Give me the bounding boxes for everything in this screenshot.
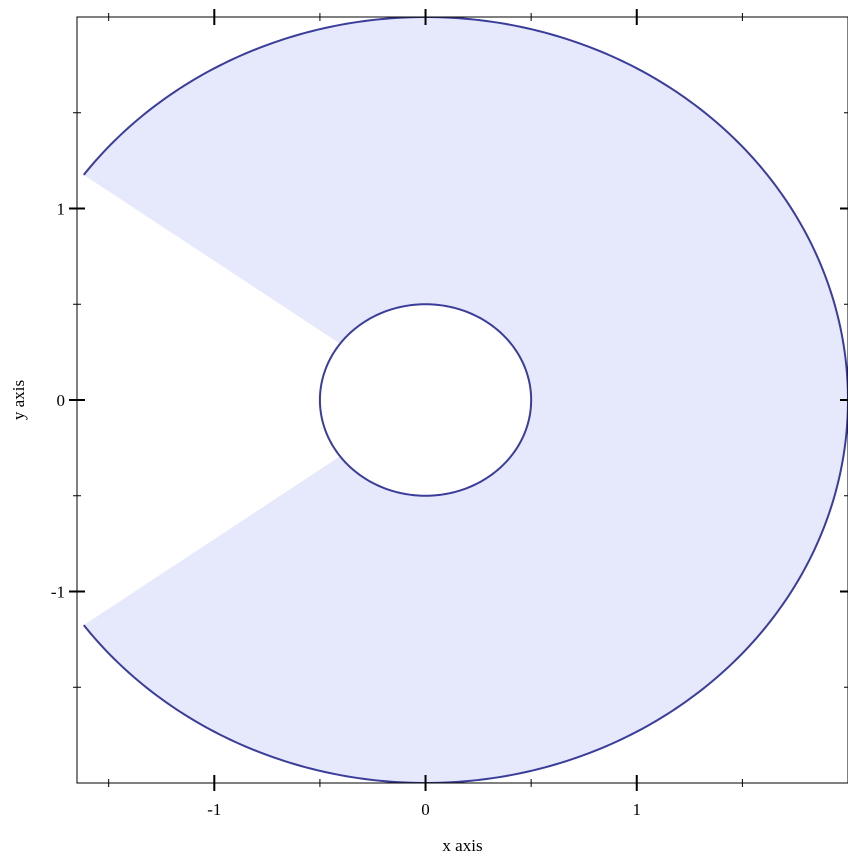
x-tick-label: 0 bbox=[421, 800, 430, 819]
marks-layer bbox=[82, 17, 848, 783]
labels-layer: -1 0 1 1 0 -1 bbox=[51, 200, 641, 820]
y-tick-label: -1 bbox=[51, 583, 65, 602]
y-axis-label: y axis bbox=[9, 380, 28, 420]
y-tick-label: 1 bbox=[57, 200, 66, 219]
y-tick-label: 0 bbox=[57, 391, 66, 410]
ticks-layer bbox=[69, 9, 848, 791]
x-axis-label: x axis bbox=[442, 836, 482, 855]
x-tick-label: -1 bbox=[207, 800, 221, 819]
x-tick-label: 1 bbox=[633, 800, 642, 819]
outer-boundary-line bbox=[82, 17, 848, 783]
inner-boundary-line bbox=[318, 303, 533, 497]
area-fill-0 bbox=[83, 17, 848, 783]
